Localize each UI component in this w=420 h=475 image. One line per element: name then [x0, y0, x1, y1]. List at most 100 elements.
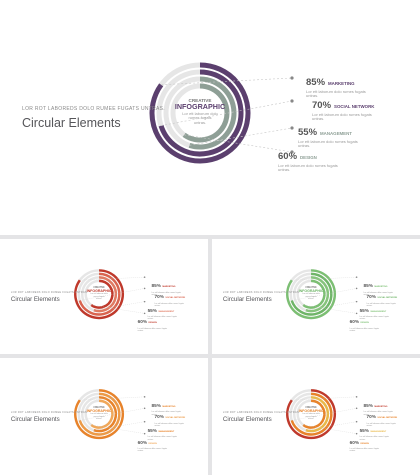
leader-dot [143, 407, 146, 410]
ring-arc [182, 83, 230, 143]
stat-label: MANAGEMENT [370, 310, 387, 313]
stat-desc-1: Lor ett laborum dolo rumes fugats [137, 328, 168, 330]
leader-line [161, 77, 293, 86]
stat-desc-2: untras. [278, 166, 291, 172]
stat-desc-2: untras. [359, 318, 366, 321]
slide-thumb-multicolor[interactable]: LOR ROT LABOREDS DOLO RUMEE FUGATS UNTRA… [212, 358, 420, 475]
stat-desc-1: Lor ett laborum dolo rumes fugats [147, 436, 178, 439]
stat-block: 60%DESIGN Lor ett laborum dolo rumes fuga… [350, 431, 379, 453]
stat-block: 55%MANAGEMENT Lor ett laborum dolo rumes … [148, 419, 177, 441]
stat-label: MARKETING [328, 81, 355, 86]
slide-thumb-red[interactable]: LOR ROT LABOREDS DOLO RUMEE FUGATS UNTRA… [0, 239, 208, 354]
center-infographic: INFOGRAPHIC [298, 289, 324, 294]
stat-desc-1: Lor ett laborum dolo rumes fugats [151, 291, 181, 294]
center-desc-3: untras. [96, 417, 103, 420]
stat-block: 55%MANAGEMENT Lor ett laborum dolo rumes … [360, 419, 389, 441]
leader-dot [355, 312, 358, 315]
stat-block: 55%MANAGEMENT Lor ett laborum dolo rumes … [148, 299, 177, 321]
stat-label: DESIGN [148, 322, 157, 325]
center-creative: CREATIVE [188, 98, 212, 103]
stat-label: MARKETING [374, 286, 388, 289]
ring-arc [158, 69, 244, 157]
ring-arc [90, 399, 114, 429]
center-desc-2: rumes fugats [93, 415, 105, 418]
ring-arc [74, 389, 125, 440]
ring-arc [286, 269, 337, 320]
leader-dot [290, 126, 294, 130]
stat-percent: 55% [147, 427, 157, 433]
stat-block: 70%SOCIAL NETWORK Lor ett laborum dolo ru… [367, 285, 398, 307]
stat-label: SOCIAL NETWORK [377, 417, 398, 420]
stat-percent: 55% [359, 427, 369, 433]
slide-title: Circular Elements [10, 295, 60, 303]
stat-label: DESIGN [360, 442, 369, 445]
stat-label: DESIGN [360, 322, 369, 325]
ring-arc [74, 269, 125, 320]
slide-main[interactable]: LOR ROT LABOREDS DOLO RUMEE FUGATS UNTRA… [0, 0, 420, 235]
center-desc-3: untras. [308, 417, 315, 420]
stat-block: 60%DESIGN Lor ett laborum dolo rumes fuga… [350, 310, 379, 332]
leader-line [93, 421, 145, 431]
slide-title: Circular Elements [222, 415, 272, 423]
ring-arc [78, 392, 121, 436]
stat-desc-2: untras. [151, 293, 158, 296]
center-creative: CREATIVE [93, 286, 105, 289]
stat-desc-2: untras. [306, 92, 319, 98]
leader-dot [355, 396, 358, 398]
center-desc-1: Lor ett laborum dolo [182, 110, 218, 116]
stat-percent: 60% [278, 151, 298, 162]
leader-dot [355, 407, 358, 410]
center-desc-2: rumes fugats [188, 115, 212, 121]
leader-line [93, 301, 145, 311]
stat-percent: 55% [147, 307, 157, 313]
ring-arc [188, 76, 237, 150]
stat-desc-2: untras. [363, 413, 370, 416]
slide-title: Circular Elements [10, 415, 60, 423]
leader-dot [143, 312, 146, 315]
center-creative: CREATIVE [93, 406, 105, 409]
stat-label: DESIGN [300, 155, 317, 160]
leader-dot [143, 420, 146, 423]
center-desc-2: rumes fugats [305, 415, 317, 418]
center-desc-1: Lor ett laborum dolo [90, 293, 108, 296]
center-desc-3: untras. [96, 298, 103, 301]
stat-desc-1: Lor ett laborum dolo rumes fugats [363, 411, 393, 414]
stat-desc-2: untras. [359, 438, 366, 441]
ring-arc [302, 399, 326, 429]
slide-thumb-green[interactable]: LOR ROT LABOREDS DOLO RUMEE FUGATS UNTRA… [212, 239, 420, 354]
stat-label: SOCIAL NETWORK [377, 297, 398, 300]
stat-desc-2: untras. [137, 450, 144, 453]
stat-desc-2: untras. [147, 438, 154, 441]
center-desc-2: rumes fugats [305, 295, 317, 298]
stat-desc-2: untras. [154, 305, 161, 308]
stat-desc-1: Lor ett laborum dolo rumes fugats [359, 316, 390, 319]
stat-desc-1: Lor ett laborum dolo rumes fugats [363, 291, 393, 294]
ring-arc [78, 272, 121, 316]
leader-dot [143, 396, 146, 398]
leader-line [291, 277, 357, 281]
slide-title: Circular Elements [222, 295, 272, 303]
slide-title: Circular Elements [22, 116, 121, 130]
stat-desc-1: Lor ett laborum dolo rumes fugats [366, 303, 396, 306]
ring-arc [302, 279, 326, 309]
slide-thumb-orange[interactable]: LOR ROT LABOREDS DOLO RUMEE FUGATS UNTRA… [0, 358, 208, 475]
ring-chart [286, 269, 358, 320]
stat-label: MANAGEMENT [370, 430, 387, 433]
stat-desc-2: untras. [151, 413, 158, 416]
stat-block: 70%SOCIAL NETWORK Lor ett laborum dolo ru… [155, 405, 186, 427]
stat-desc-2: untras. [312, 115, 325, 121]
stat-percent: 85% [306, 77, 326, 88]
ring-center-label: CREATIVE INFOGRAPHIC Lor ett laborum dolo r… [175, 98, 225, 125]
leader-line [305, 421, 357, 431]
leader-dot [355, 300, 358, 303]
stat-percent: 60% [349, 439, 360, 445]
leader-line [189, 127, 293, 146]
leader-dot [355, 276, 358, 278]
stat-label: MARKETING [374, 405, 388, 408]
center-desc-3: untras. [308, 298, 315, 301]
stat-desc-2: untras. [363, 293, 370, 296]
center-desc-1: Lor ett laborum dolo [90, 413, 108, 416]
stat-percent: 85% [151, 402, 161, 408]
center-desc-3: untras. [193, 119, 207, 125]
stat-block: 55%MANAGEMENT Lor ett laborum dolo rumes … [298, 122, 358, 148]
